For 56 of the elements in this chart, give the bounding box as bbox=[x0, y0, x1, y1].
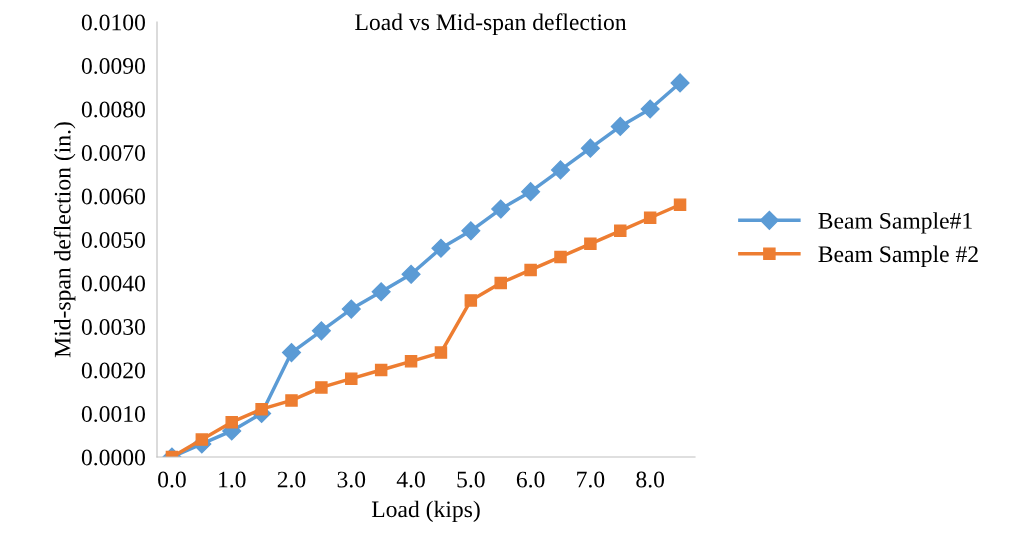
point bbox=[371, 282, 391, 302]
point bbox=[464, 294, 478, 307]
x-tick-label: 5.0 bbox=[457, 471, 485, 488]
x-tick-label: 1.0 bbox=[219, 471, 246, 488]
y-axis-title: Mid-span deflection (in.) bbox=[53, 122, 76, 358]
point bbox=[341, 299, 361, 319]
y-tick-label: 0.0020 bbox=[81, 362, 145, 379]
y-tick-label: 0.0060 bbox=[81, 188, 145, 205]
point bbox=[311, 321, 331, 341]
y-tick-label: 0.0100 bbox=[81, 14, 145, 31]
y-tick-label: 0.0040 bbox=[81, 275, 145, 292]
point bbox=[580, 138, 600, 158]
point bbox=[491, 199, 511, 219]
y-tick-label: 0.0010 bbox=[81, 405, 145, 423]
chart-title: Load vs Mid-span deflection bbox=[355, 13, 627, 35]
x-tick-label: 6.0 bbox=[516, 471, 545, 488]
point bbox=[345, 372, 358, 385]
x-tick-label: 0.0 bbox=[158, 471, 186, 488]
x-tick-label: 7.0 bbox=[577, 471, 605, 488]
point bbox=[255, 402, 268, 416]
point bbox=[401, 264, 421, 284]
x-tick-label: 2.0 bbox=[277, 471, 306, 488]
point bbox=[195, 433, 209, 446]
point bbox=[550, 160, 571, 180]
point bbox=[673, 198, 687, 211]
point bbox=[374, 363, 388, 377]
y-tick-label: 0.0080 bbox=[81, 101, 145, 118]
point bbox=[584, 237, 597, 251]
point bbox=[521, 182, 541, 202]
x-tick-label: 8.0 bbox=[636, 471, 665, 488]
y-tick-label: 0.0050 bbox=[81, 231, 145, 249]
point bbox=[610, 116, 630, 136]
point bbox=[640, 99, 660, 119]
point bbox=[285, 394, 298, 407]
point bbox=[494, 276, 507, 290]
y-tick-label: 0.0070 bbox=[81, 144, 145, 162]
point bbox=[643, 211, 657, 225]
point bbox=[404, 355, 418, 368]
legend-label: Beam Sample#1 bbox=[818, 212, 972, 234]
point bbox=[670, 73, 690, 93]
y-tick-label: 0.0090 bbox=[81, 57, 145, 75]
point bbox=[554, 250, 567, 264]
point bbox=[281, 343, 302, 363]
point bbox=[614, 224, 627, 238]
point bbox=[431, 238, 451, 258]
x-tick-label: 3.0 bbox=[337, 471, 366, 488]
point bbox=[434, 346, 448, 359]
point bbox=[315, 381, 328, 394]
legend-label: Beam Sample #2 bbox=[818, 245, 978, 267]
y-tick-label: 0.0030 bbox=[81, 318, 145, 336]
point bbox=[225, 415, 238, 429]
point bbox=[524, 263, 537, 277]
y-tick-label: 0.0000 bbox=[81, 449, 145, 466]
point bbox=[461, 221, 481, 241]
x-axis-title: Load (kips) bbox=[371, 500, 480, 523]
x-tick-label: 4.0 bbox=[396, 471, 425, 488]
